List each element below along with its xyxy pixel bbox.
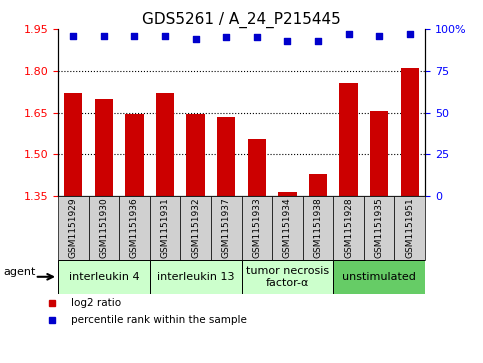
Text: GSM1151930: GSM1151930 — [99, 197, 108, 258]
Text: log2 ratio: log2 ratio — [71, 298, 121, 308]
Bar — [340, 83, 358, 196]
Bar — [395, 196, 425, 260]
Text: GSM1151938: GSM1151938 — [313, 197, 323, 258]
Bar — [64, 93, 83, 196]
Bar — [180, 196, 211, 260]
Text: GSM1151929: GSM1151929 — [69, 197, 78, 258]
Bar — [217, 117, 235, 196]
Text: GSM1151933: GSM1151933 — [252, 197, 261, 258]
Bar — [95, 99, 113, 196]
Text: interleukin 4: interleukin 4 — [69, 272, 139, 282]
Bar — [278, 192, 297, 196]
Point — [253, 34, 261, 40]
Point — [314, 38, 322, 44]
Text: GSM1151928: GSM1151928 — [344, 197, 353, 258]
Point — [70, 33, 77, 38]
Bar — [186, 114, 205, 196]
Bar — [333, 260, 425, 294]
Text: GSM1151936: GSM1151936 — [130, 197, 139, 258]
Bar — [248, 139, 266, 196]
Text: GSM1151937: GSM1151937 — [222, 197, 231, 258]
Point — [406, 31, 413, 37]
Point — [345, 31, 353, 37]
Point — [192, 36, 199, 42]
Text: percentile rank within the sample: percentile rank within the sample — [71, 315, 247, 325]
Text: GSM1151931: GSM1151931 — [160, 197, 170, 258]
Bar — [272, 196, 303, 260]
Point — [130, 33, 138, 38]
Point — [161, 33, 169, 38]
Text: GSM1151951: GSM1151951 — [405, 197, 414, 258]
Bar — [370, 111, 388, 196]
Point — [375, 33, 383, 38]
Text: GSM1151932: GSM1151932 — [191, 197, 200, 258]
Bar — [58, 196, 88, 260]
Point — [100, 33, 108, 38]
Text: GSM1151934: GSM1151934 — [283, 197, 292, 258]
Bar — [303, 196, 333, 260]
Bar — [58, 260, 150, 294]
Text: agent: agent — [3, 266, 35, 277]
Point — [284, 38, 291, 44]
Bar — [364, 196, 395, 260]
Bar — [150, 260, 242, 294]
Text: tumor necrosis
factor-α: tumor necrosis factor-α — [246, 266, 329, 287]
Bar — [119, 196, 150, 260]
Point — [222, 34, 230, 40]
Bar — [150, 196, 180, 260]
Bar — [400, 68, 419, 196]
Text: unstimulated: unstimulated — [342, 272, 416, 282]
Bar — [333, 196, 364, 260]
Bar — [211, 196, 242, 260]
Bar — [242, 196, 272, 260]
Text: interleukin 13: interleukin 13 — [157, 272, 234, 282]
Text: GSM1151935: GSM1151935 — [375, 197, 384, 258]
Bar — [125, 114, 143, 196]
Bar — [88, 196, 119, 260]
Bar — [309, 174, 327, 196]
Title: GDS5261 / A_24_P215445: GDS5261 / A_24_P215445 — [142, 12, 341, 28]
Bar — [242, 260, 333, 294]
Bar — [156, 93, 174, 196]
